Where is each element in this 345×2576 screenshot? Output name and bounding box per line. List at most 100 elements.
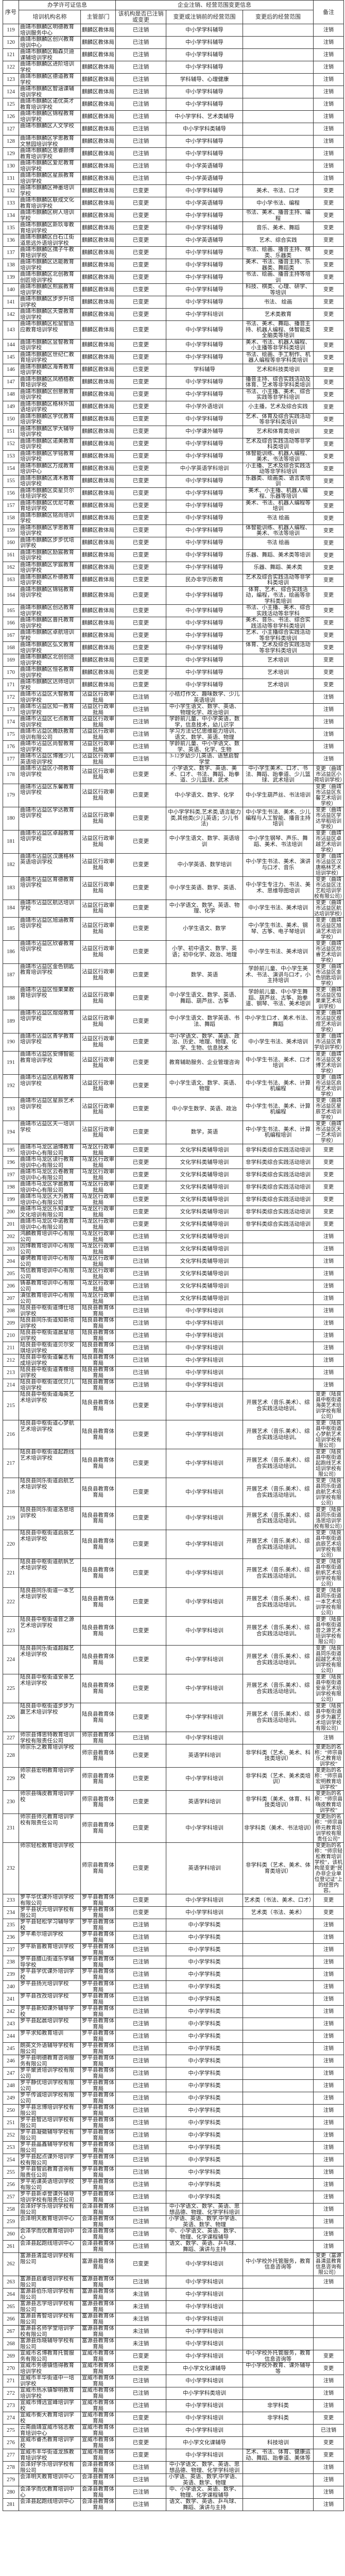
cell-before-scope: 文化学科类辅导培训 — [166, 1168, 243, 1181]
cell-remark: 变更 — [313, 296, 344, 309]
table-row: 268 富源县烁晓辅导学校有限公司 富源县教育体育局 未注销 中小学学科培训 — [3, 2337, 344, 2350]
cell-dept: 沾益区行政审批局 — [80, 740, 116, 753]
table-row: 206 铸基教育培训中心有限公司 马龙区行政审批局 已注销 文化学科类辅导培训 注销 — [3, 1280, 344, 1293]
cell-remark: 注销 — [313, 2228, 344, 2241]
cell-after-scope: 体育、艺术及综合实践活动等非学科类培训 — [242, 641, 314, 654]
cell-remark: 注销 — [313, 2154, 344, 2166]
cell-no: 170 — [3, 666, 19, 679]
cell-status: 已变更 — [115, 425, 166, 438]
cell-name: 曲靖市麒麟区北创创途培训学校 — [19, 654, 81, 667]
cell-after-scope: 中小学校外教育、课外辅导等 — [242, 2362, 314, 2375]
table-row: 278 会泽好学乐培训学校有限公司 会泽县教育体育局 已注销 中小学语文、数学、英语、思… — [3, 2461, 344, 2474]
cell-after-scope: 非学科类（艺术、美术、体育类培训） — [242, 1842, 314, 1894]
cell-no: 225 — [3, 1674, 19, 1703]
cell-status: 已注销 — [115, 2092, 166, 2105]
table-row: 230 师宗县嗨皮教育培训学校 师宗县教育体育局 已变更 英语学科培训 非学科类（美术、体… — [3, 1790, 344, 1814]
cell-before-scope: 中小学生英语、数学、英语、 — [166, 876, 243, 900]
cell-after-scope — [242, 2424, 314, 2437]
cell-after-scope: 非学科类综合实践活动培训 — [242, 1168, 314, 1181]
table-row: 258 会泽好学乐培训学校有限公司 会泽县教育体育局 已注销 中小学语文、数学、英语、思… — [3, 2203, 344, 2216]
cell-no: 122 — [3, 61, 19, 74]
cell-dept: 罗平县教育体育局 — [80, 2116, 116, 2129]
cell-before-scope: 中小学语文、数学、英语、思想品德、物理、化学学科培训 — [166, 2461, 243, 2474]
cell-status: 已变更 — [115, 1506, 166, 1530]
cell-status: 已注销 — [115, 2129, 166, 2142]
cell-before-scope: 中小学学科类 — [166, 2092, 243, 2105]
cell-name: 曲靖市沾益区育德教育培训学校 — [19, 876, 81, 900]
cell-name: 师宗县师元教育培训学校有限责任公司 — [19, 1814, 81, 1843]
cell-after-scope: 非学科类（美术、体育、科技类培训） — [242, 1790, 314, 1814]
cell-after-scope — [242, 1354, 314, 1367]
cell-status: 已注销 — [115, 740, 166, 753]
cell-dept: 马龙区行政审批局 — [80, 1255, 116, 1268]
cell-remark: 注销 — [313, 2461, 344, 2474]
cell-no: 189 — [3, 1009, 19, 1033]
cell-remark: 注销 — [313, 1968, 344, 1981]
cell-after-scope — [242, 86, 314, 98]
cell-no: 142 — [3, 308, 19, 321]
cell-no: 198 — [3, 1181, 19, 1194]
cell-remark: 注销 — [313, 73, 344, 86]
cell-before-scope: 中小学学科培训 — [166, 1767, 243, 1791]
cell-remark: 变更 — [313, 363, 344, 377]
cell-name: 曲靖市麒麟区世纪仁教育培训学校 — [19, 351, 81, 364]
cell-remark: 变更（曲靖市沾益区小荷培训学校） — [313, 765, 345, 784]
cell-before-scope: 小学生语文、数学 — [166, 917, 243, 941]
table-row: 281 会泽县起跑线培训中心 会泽县教育体育局 已注销 语文、数学、英语、乒乓球、舞蹈、… — [3, 2498, 344, 2511]
cell-no: 236 — [3, 1931, 19, 1944]
cell-after-scope — [242, 716, 314, 728]
cell-before-scope: 中小学语文、数学、英语、思想品德、物理、化学学科培训 — [166, 2203, 243, 2216]
cell-before-scope: 中小学学科类 — [166, 1931, 243, 1944]
cell-name: 宣威市衡大教育培训学校 — [19, 2412, 81, 2425]
cell-before-scope: 中小学学科辅导 — [166, 629, 243, 642]
cell-name: 陆良县中枢街道航帆艺术培训学校 — [19, 1558, 81, 1588]
cell-no: 273 — [3, 2399, 19, 2412]
cell-before-scope: 中小学学科类 — [166, 2178, 243, 2191]
cell-before-scope: 中小学学科培训 — [166, 1616, 243, 1646]
cell-after-scope — [242, 1366, 314, 1379]
cell-dept: 罗平县教育体育局 — [80, 2079, 116, 2092]
cell-status: 已变更 — [115, 1009, 166, 1033]
cell-no: 218 — [3, 1478, 19, 1507]
cell-status: 已注销 — [115, 2116, 166, 2129]
cell-status: 已注销 — [115, 1230, 166, 1243]
cell-status: 已变更 — [115, 338, 166, 352]
table-row: 120 曲靖市麒麟区创兴教育培训中心 麒麟区教体局 已注销 中小学学科辅导 注销 — [3, 36, 344, 49]
cell-no: 204 — [3, 1255, 19, 1268]
cell-remark: 变更 — [313, 246, 344, 259]
cell-no: 249 — [3, 2092, 19, 2105]
cell-dept: 麒麟区教体局 — [80, 376, 116, 389]
cell-name: 曲靖市马龙区乐知课堂文化培训有限公司 — [19, 1206, 81, 1218]
cell-after-scope — [242, 2129, 314, 2142]
header-remark: 备注 — [313, 0, 344, 24]
cell-after-scope: 学龄前儿童、中小学生舞蹈、葫芦丝、古筝、跆拳道、钢琴、书法、美术培训 — [242, 986, 314, 1010]
cell-name: 曲靖市麒麟区锦程教育培训学校 — [19, 110, 81, 123]
cell-after-scope — [242, 2203, 314, 2216]
cell-before-scope: 中小学学科类 — [166, 2079, 243, 2092]
cell-before-scope: 中小学生语文、数学、英语培训 — [166, 829, 243, 854]
cell-before-scope: 中小学学科辅导 — [166, 259, 243, 272]
table-row: 257 罗平县新卓誉课外辅导培训学校有限责任公司 罗平县教育体育局 已注销 中小学学科类… — [3, 2191, 344, 2204]
cell-remark: 注销 — [313, 1366, 344, 1379]
cell-dept: 会泽县教育体育局 — [80, 2461, 116, 2474]
cell-no: 233 — [3, 1894, 19, 1907]
cell-name: 陆良县同乐街道洛思培训学校 — [19, 1506, 81, 1530]
table-row: 167 曲靖市麒麟区卓航培训学校 麒麟区教体局 已变更 中小学学科辅导 艺术、小主播综合实… — [3, 629, 344, 642]
cell-dept: 罗平县教育体育局 — [80, 2141, 116, 2154]
cell-name: 曲靖市麒麟区神墨培训学校 — [19, 184, 81, 197]
cell-remark: 注销 — [313, 1267, 344, 1280]
table-row: 249 罗平传诚培训学校有限公司 罗平县教育体育局 已注销 中小学学科类 注销 — [3, 2092, 344, 2105]
cell-remark: 已注销 — [313, 2424, 344, 2437]
cell-no: 132 — [3, 184, 19, 197]
cell-name: 曲靖市麒麟区人文学校 — [19, 123, 81, 135]
cell-no: 148 — [3, 388, 19, 401]
cell-status: 已变更 — [115, 806, 166, 831]
cell-no: 149 — [3, 400, 19, 414]
cell-remark: 注销 — [313, 2042, 344, 2055]
cell-status: 已注销 — [115, 2067, 166, 2080]
table-row: 244 罗平求知教育培训 罗平县教育体育局 已注销 中小学学科类 注销 — [3, 2030, 344, 2043]
cell-before-scope: 中小学学科、艺术类辅导 — [166, 110, 243, 123]
cell-dept: 罗平县教育体育局 — [80, 2092, 116, 2105]
cell-no: 179 — [3, 783, 19, 807]
cell-before-scope: 中小学学科辅导 — [166, 487, 243, 500]
